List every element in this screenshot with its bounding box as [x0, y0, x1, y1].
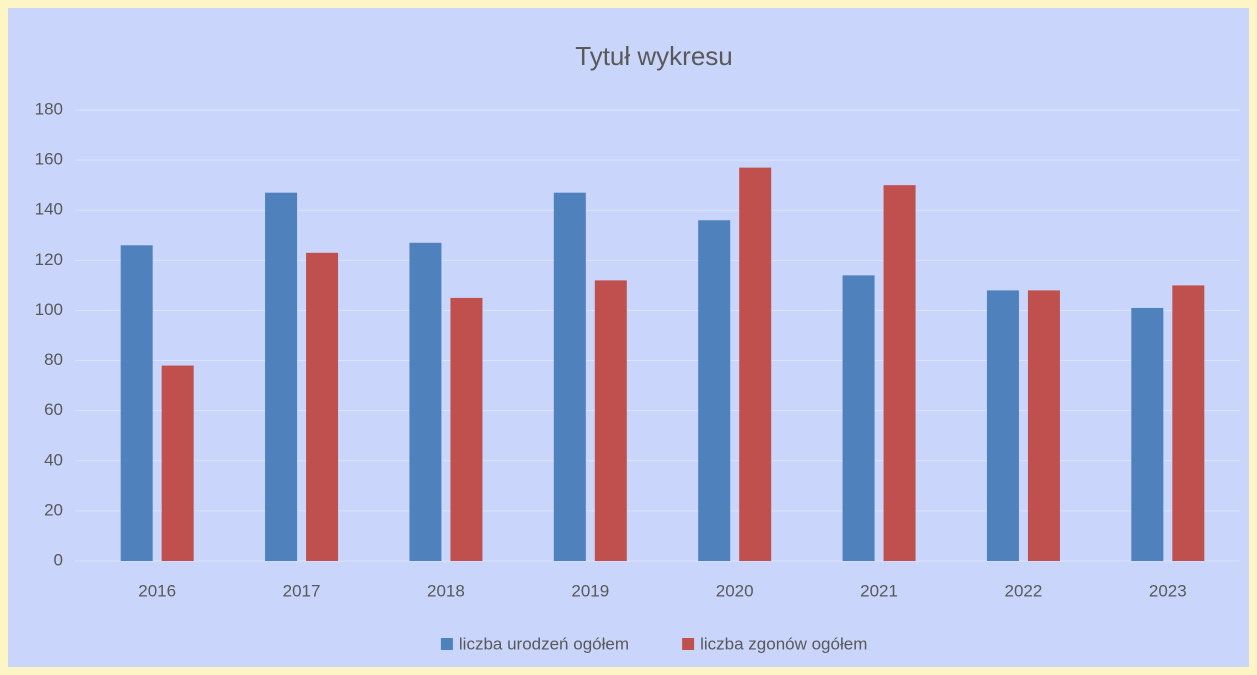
bar	[594, 280, 627, 561]
y-tick-label: 140	[35, 200, 63, 219]
x-tick-label: 2023	[1149, 581, 1187, 600]
chart-area	[8, 8, 1249, 667]
bar	[161, 365, 194, 561]
bar	[1027, 290, 1060, 561]
x-tick-label: 2020	[716, 581, 754, 600]
legend-label: liczba zgonów ogółem	[700, 634, 867, 653]
bar	[265, 192, 298, 561]
bar	[739, 167, 772, 561]
y-tick-label: 160	[35, 150, 63, 169]
y-tick-label: 100	[35, 300, 63, 319]
bar	[1172, 285, 1205, 561]
bar	[553, 192, 586, 561]
y-tick-label: 120	[35, 250, 63, 269]
x-tick-label: 2018	[427, 581, 465, 600]
bar	[306, 252, 339, 562]
x-tick-label: 2016	[138, 581, 176, 600]
y-tick-label: 0	[54, 550, 63, 569]
bar	[409, 242, 442, 562]
y-tick-label: 40	[44, 450, 63, 469]
bar	[1131, 307, 1164, 561]
y-tick-label: 180	[35, 99, 63, 118]
legend-swatch	[440, 638, 453, 650]
bar	[986, 290, 1019, 561]
bar	[120, 245, 153, 562]
legend-label: liczba urodzeń ogółem	[459, 634, 629, 653]
y-tick-label: 80	[44, 350, 63, 369]
y-tick-label: 60	[44, 400, 63, 419]
bar	[842, 275, 875, 561]
y-tick-label: 20	[44, 500, 63, 519]
bar	[698, 220, 731, 561]
x-tick-label: 2017	[283, 581, 321, 600]
x-tick-label: 2019	[571, 581, 609, 600]
legend-swatch	[682, 638, 695, 650]
chart-title: Tytuł wykresu	[575, 41, 733, 71]
bar	[883, 185, 916, 561]
bar	[450, 297, 483, 561]
x-tick-label: 2022	[1005, 581, 1043, 600]
x-tick-label: 2021	[860, 581, 898, 600]
